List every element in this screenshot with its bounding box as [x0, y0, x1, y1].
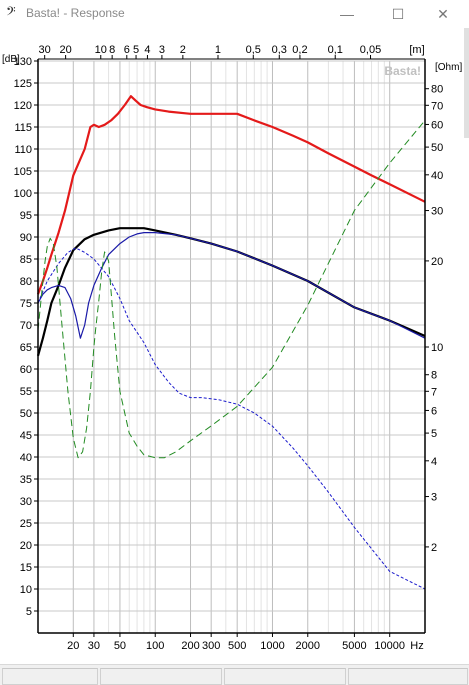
y-tick-label: 10	[20, 584, 32, 596]
right-axis-unit: [Ohm]	[435, 62, 462, 73]
title-bar: — 𝄢 Basta! - Response — ☐ ✕	[0, 0, 469, 29]
top-tick-label: 1	[215, 44, 221, 56]
top-tick-label: 0,2	[292, 44, 307, 56]
y-tick-label: 60	[20, 364, 32, 376]
top-axis-unit: [m]	[409, 44, 424, 56]
y-tick-label: 30	[20, 496, 32, 508]
right-tick-label: 4	[431, 456, 437, 468]
series-layer	[36, 95, 426, 590]
series-line-1	[36, 227, 426, 357]
minimize-button[interactable]: —	[340, 6, 354, 22]
left-axis-unit: [dB]	[2, 54, 20, 65]
y-tick-label: 125	[14, 78, 32, 90]
x-tick-label: 500	[228, 640, 246, 652]
top-tick-label: 3	[159, 44, 165, 56]
y-tick-label: 75	[20, 298, 32, 310]
y-tick-label: 40	[20, 452, 32, 464]
status-panel-4	[348, 668, 468, 685]
top-tick-label: 10	[95, 44, 107, 56]
top-tick-label: 8	[109, 44, 115, 56]
right-tick-label: 7	[431, 386, 437, 398]
top-tick-label: 4	[144, 44, 150, 56]
x-tick-label: 5000	[342, 640, 366, 652]
x-tick-label: 200	[181, 640, 199, 652]
x-tick-label: 1000	[260, 640, 284, 652]
y-tick-label: 50	[20, 408, 32, 420]
right-tick-label: 2	[431, 542, 437, 554]
axes-layer	[34, 55, 429, 637]
x-tick-label: 20	[67, 640, 79, 652]
top-tick-label: 30	[39, 44, 51, 56]
y-tick-label: 65	[20, 342, 32, 354]
right-tick-label: 80	[431, 84, 443, 96]
top-tick-label: 0,5	[246, 44, 261, 56]
y-tick-label: 90	[20, 232, 32, 244]
top-tick-label: 5	[133, 44, 139, 56]
y-tick-label: 100	[14, 188, 32, 200]
y-tick-label: 25	[20, 518, 32, 530]
x-tick-label: 2000	[296, 640, 320, 652]
y-tick-label: 55	[20, 386, 32, 398]
x-unit-label: Hz	[410, 640, 423, 652]
scrollbar-edge[interactable]	[464, 28, 469, 138]
close-button[interactable]: ✕	[437, 6, 449, 22]
status-panel-1	[2, 668, 98, 685]
y-tick-label: 35	[20, 474, 32, 486]
y-tick-label: 20	[20, 540, 32, 552]
right-tick-label: 30	[431, 206, 443, 218]
right-tick-label: 8	[431, 370, 437, 382]
series-line-3	[37, 247, 426, 590]
app-icon: 𝄢	[6, 4, 16, 22]
top-tick-label: 0,3	[272, 44, 287, 56]
top-tick-label: 0,05	[360, 44, 381, 56]
x-tick-label: 50	[114, 640, 126, 652]
x-tick-label: 30	[88, 640, 100, 652]
grid-layer	[37, 60, 426, 633]
y-tick-label: 110	[14, 144, 32, 156]
response-chart: 5101520253035404550556065707580859095100…	[2, 44, 462, 652]
maximize-button[interactable]: ☐	[391, 6, 405, 22]
status-panel-3	[224, 668, 346, 685]
chart-area: 5 10 15 20 25 30 35 40 45 50 55 60 65 70 75 80 85 90 95 100…	[0, 28, 469, 664]
x-tick-label: 10000	[374, 640, 405, 652]
right-tick-label: 3	[431, 492, 437, 504]
top-tick-label: 20	[59, 44, 71, 56]
window-title: Basta! - Response	[26, 6, 125, 20]
top-tick-label: 0,1	[328, 44, 343, 56]
y-tick-label: 115	[14, 122, 32, 134]
right-tick-label: 20	[431, 256, 443, 268]
watermark-label: Basta!	[384, 64, 421, 78]
y-tick-label: 120	[14, 100, 32, 112]
label-layer: 5101520253035404550556065707580859095100…	[2, 44, 462, 652]
right-tick-label: 10	[431, 342, 443, 354]
y-tick-label: 45	[20, 430, 32, 442]
status-bar	[0, 664, 469, 685]
y-tick-label: 80	[20, 276, 32, 288]
right-tick-label: 6	[431, 405, 437, 417]
series-line-2	[37, 232, 426, 339]
y-tick-label: 85	[20, 254, 32, 266]
series-line-0	[36, 95, 426, 295]
y-tick-label: 105	[14, 166, 32, 178]
y-tick-label: 130	[14, 56, 32, 68]
right-tick-label: 50	[431, 142, 443, 154]
x-tick-label: 300	[202, 640, 220, 652]
right-tick-label: 40	[431, 170, 443, 182]
y-tick-label: 95	[20, 210, 32, 222]
right-tick-label: 70	[431, 100, 443, 112]
x-tick-label: 100	[146, 640, 164, 652]
y-tick-label: 15	[20, 562, 32, 574]
right-tick-label: 60	[431, 119, 443, 131]
status-panel-2	[100, 668, 222, 685]
right-tick-label: 5	[431, 428, 437, 440]
y-tick-label: 70	[20, 320, 32, 332]
y-tick-label: 5	[26, 606, 32, 618]
top-tick-label: 6	[124, 44, 130, 56]
top-tick-label: 2	[180, 44, 186, 56]
